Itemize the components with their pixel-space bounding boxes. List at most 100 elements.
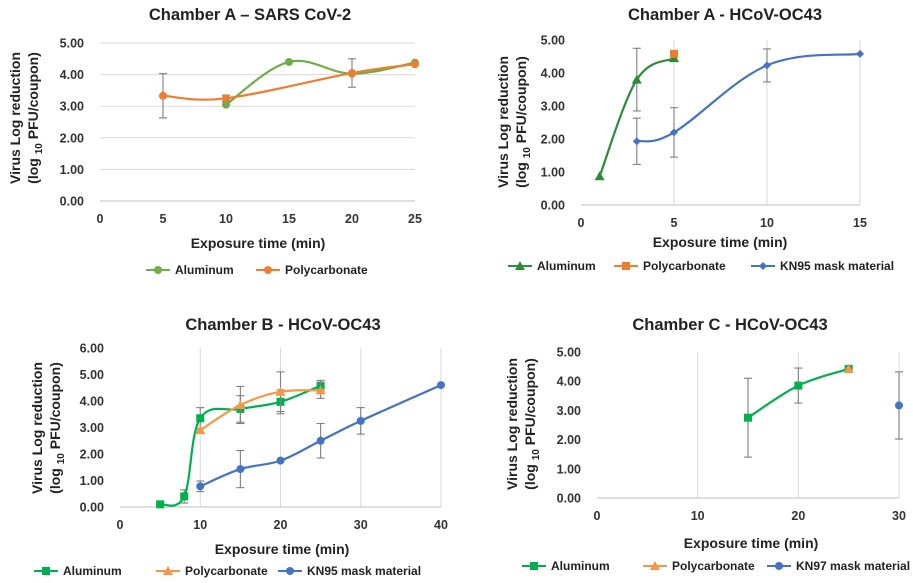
series-line	[199, 389, 321, 432]
data-point	[222, 94, 230, 103]
x-tick-label: 10	[691, 509, 705, 523]
y-tick-label: 5.00	[541, 34, 565, 48]
y-tick-label: 1.00	[60, 163, 84, 177]
data-point	[411, 60, 419, 69]
legend-item: Polycarbonate	[643, 559, 755, 573]
data-point	[437, 381, 445, 390]
data-point	[276, 456, 285, 465]
legend-item: KN95 mask material	[278, 564, 421, 578]
legend-label: KN95 mask material	[307, 564, 421, 578]
chart-title: Chamber A - HCoV-OC43	[628, 6, 822, 24]
x-tick-label: 30	[354, 518, 368, 532]
series-kn95-mask-material	[196, 381, 445, 493]
series-kn97-mask-material	[895, 371, 903, 440]
series-aluminum	[222, 57, 419, 109]
x-tick-label: 5	[160, 212, 167, 226]
series-polycarbonate	[159, 58, 419, 119]
legend-label: Aluminum	[537, 259, 596, 273]
y-axis-label-subscript: 10	[531, 449, 542, 461]
y-tick-label: 0.00	[60, 195, 84, 209]
y-tick-label: 4.00	[80, 395, 104, 409]
legend-label: Aluminum	[63, 564, 122, 578]
y-axis-label-subscript: 10	[34, 143, 45, 155]
series-kn95-mask-material	[632, 48, 864, 165]
chart-title: Chamber A – SARS CoV-2	[149, 6, 351, 24]
y-axis-label-subscript: 10	[522, 147, 533, 159]
series-polycarbonate	[195, 371, 326, 435]
legend-label: Polycarbonate	[285, 263, 368, 277]
series-line	[636, 52, 861, 143]
y-axis-label-unit: PFU/coupon)	[47, 362, 63, 453]
data-point	[236, 465, 245, 474]
y-axis-label-line2: (log	[513, 158, 529, 188]
y-tick-label: 5.00	[80, 368, 104, 382]
x-tick-label: 15	[853, 216, 867, 230]
legend-item: Aluminum	[146, 263, 234, 277]
y-tick-label: 3.00	[60, 100, 84, 114]
data-point	[235, 399, 246, 409]
data-point	[856, 49, 864, 58]
x-axis-label: Exposure time (min)	[684, 535, 819, 551]
chart-panel-2: Chamber A - HCoV-OC43 0.00 1.00 2.00 3.00 4.0…	[495, 6, 894, 273]
y-tick-label: 4.00	[557, 375, 581, 389]
y-axis-label-unit: PFU/coupon)	[25, 52, 41, 143]
y-axis-label-line1: Virus Log reduction	[7, 52, 23, 184]
legend-marker	[264, 266, 272, 274]
data-point	[843, 363, 854, 373]
legend-item: Aluminum	[508, 259, 596, 273]
series-polycarbonate	[843, 363, 854, 373]
y-axis-label-subscript: 10	[56, 453, 67, 465]
y-tick-label: 5.00	[557, 346, 581, 360]
legend-label: Polycarbonate	[643, 259, 726, 273]
data-point	[222, 100, 230, 109]
y-axis-label-line2: (log	[25, 154, 41, 184]
series-aluminum	[594, 47, 679, 181]
legend-label: Aluminum	[175, 263, 234, 277]
y-tick-label: 3.00	[80, 421, 104, 435]
y-axis-label-unit: PFU/coupon)	[513, 56, 529, 147]
data-point	[670, 128, 678, 137]
x-tick-label: 0	[97, 212, 104, 226]
y-tick-label: 1.00	[80, 474, 104, 488]
x-axis-label: Exposure time (min)	[215, 541, 350, 557]
data-point	[159, 91, 167, 100]
x-tick-label: 10	[219, 212, 233, 226]
y-tick-label: 0.00	[557, 492, 581, 506]
chart-panel-4: Chamber C - HCoV-OC43 0.00 1.00 2.00 3.00 4.0…	[504, 316, 910, 573]
data-point	[744, 413, 752, 422]
legend-marker	[622, 262, 630, 270]
y-tick-label: 4.00	[541, 67, 565, 81]
data-point	[895, 401, 903, 410]
legend-label: KN97 mask material	[796, 559, 910, 573]
x-tick-label: 10	[760, 216, 774, 230]
x-tick-label: 0	[117, 518, 124, 532]
y-axis-label: Virus Log reduction (log 10 PFU/coupon)	[495, 56, 533, 188]
legend-label: Polycarbonate	[185, 564, 268, 578]
data-point	[196, 414, 205, 423]
legend-label: KN95 mask material	[780, 259, 894, 273]
data-point	[631, 74, 642, 84]
y-axis-label: Virus Log reduction (log 10 PFU/coupon)	[504, 358, 542, 490]
data-point	[763, 61, 771, 70]
data-point	[275, 386, 286, 396]
x-tick-label: 5	[671, 216, 678, 230]
y-tick-label: 1.00	[557, 462, 581, 476]
data-point	[348, 69, 356, 78]
y-axis-label: Virus Log reduction (log 10 PFU/coupon)	[7, 52, 45, 184]
chart-title: Chamber B - HCoV-OC43	[185, 316, 380, 334]
y-tick-label: 3.00	[541, 100, 565, 114]
legend-marker	[154, 266, 162, 274]
data-point	[180, 492, 189, 501]
y-tick-label: 1.00	[541, 166, 565, 180]
data-point	[594, 171, 605, 181]
data-point	[196, 482, 205, 491]
legend-marker	[163, 566, 173, 575]
data-point	[794, 381, 803, 390]
y-tick-label: 0.00	[80, 501, 104, 515]
x-tick-label: 20	[274, 518, 288, 532]
data-point	[315, 385, 326, 395]
x-tick-label: 0	[578, 216, 585, 230]
data-point	[316, 436, 325, 445]
series-polycarbonate	[670, 49, 678, 58]
